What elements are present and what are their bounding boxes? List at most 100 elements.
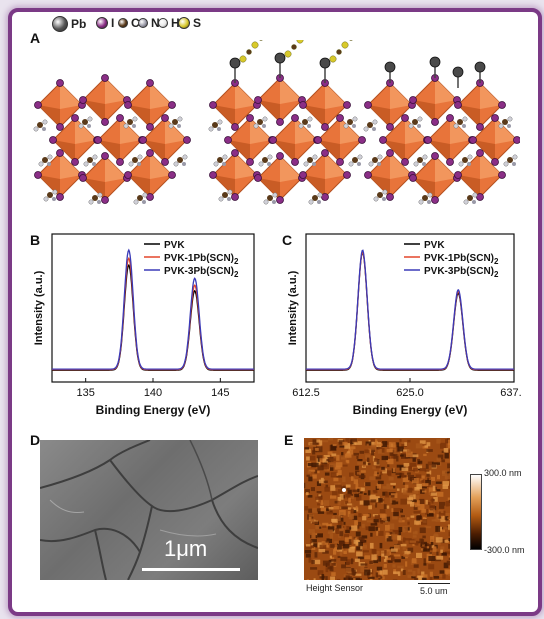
pbi6-octahedron — [224, 114, 276, 166]
ma-cation — [348, 154, 363, 167]
afm-scale-min: -300.0 nm — [484, 545, 525, 555]
pbi6-octahedron — [124, 149, 176, 201]
ma-cation — [413, 154, 428, 167]
legend-label: PVK-3Pb(SCN)2 — [424, 266, 499, 279]
ma-cation — [343, 116, 358, 129]
ma-cation — [263, 192, 278, 205]
afm-scale-bar-label: 5.0 um — [420, 586, 448, 596]
legend-label: N — [151, 16, 160, 30]
xps-chart-i: 612.5 625.0 637.5 Binding Energy (eV) Intens… — [287, 233, 522, 417]
afm-scale-max: 300.0 nm — [484, 468, 522, 478]
y-axis-label: Intensity (a.u.) — [33, 270, 45, 345]
scn-ligand — [229, 40, 263, 83]
x-axis-label: Binding Energy (eV) — [353, 403, 468, 417]
legend-label: H — [171, 16, 180, 30]
x-tick-label: 612.5 — [292, 387, 320, 399]
legend-label: I — [111, 16, 115, 30]
ma-cation — [368, 154, 383, 167]
pbi6-octahedron — [314, 114, 366, 166]
legend-swatch — [52, 16, 68, 32]
ma-cation — [88, 192, 103, 205]
x-tick-label: 145 — [211, 387, 229, 399]
panel-label-d: D — [30, 432, 41, 448]
sem-scale-bar — [142, 568, 240, 571]
panel-label-c: C — [282, 232, 293, 248]
legend-swatch — [96, 17, 108, 29]
legend-label: PVK — [424, 240, 445, 251]
x-axis-label: Binding Energy (eV) — [96, 403, 211, 417]
ma-cation — [303, 154, 318, 167]
y-axis-label: Intensity (a.u.) — [287, 270, 299, 345]
surface-pb — [429, 56, 441, 78]
crystal-structures — [33, 40, 520, 205]
pbi6-octahedron — [209, 79, 261, 131]
x-tick-label: 135 — [76, 387, 94, 399]
pbi6-octahedron — [364, 79, 416, 131]
surface-pb — [474, 61, 486, 83]
ma-cation — [213, 154, 228, 167]
afm-scale-bar — [418, 583, 450, 584]
ma-cation — [128, 154, 143, 167]
afm-channel-label: Height Sensor — [306, 583, 364, 593]
ma-cation — [498, 116, 513, 129]
afm-height-image — [304, 438, 450, 580]
legend-item-i: I — [96, 16, 114, 30]
panel-label-b: B — [30, 232, 41, 248]
ma-cation — [503, 154, 518, 167]
ma-cation — [253, 116, 268, 129]
pbi6-octahedron — [454, 79, 506, 131]
ma-cation — [373, 189, 388, 202]
ma-cation — [33, 119, 48, 132]
legend-label: PVK-1Pb(SCN)2 — [164, 253, 239, 266]
ma-cation — [453, 116, 468, 129]
panel-label-e: E — [284, 432, 294, 448]
legend-label: C — [131, 16, 140, 30]
ma-cation — [408, 116, 423, 129]
surface-pb — [384, 61, 396, 83]
ma-cation — [168, 116, 183, 129]
ma-cation — [363, 119, 378, 132]
ma-cation — [78, 116, 93, 129]
pbi6-octahedron — [34, 79, 86, 131]
ma-cation — [218, 189, 233, 202]
legend-swatch — [158, 18, 168, 28]
legend-label: PVK-1Pb(SCN)2 — [424, 253, 499, 266]
legend-item-s: S — [178, 16, 201, 30]
scn-ligand — [319, 40, 353, 83]
sem-scale-label: 1μm — [164, 536, 208, 561]
legend-item-n: N — [138, 16, 160, 30]
x-tick-label: 637.5 — [500, 387, 522, 399]
x-tick-label: 140 — [144, 387, 162, 399]
pbi6-octahedron — [254, 74, 306, 126]
ma-cation — [133, 192, 148, 205]
ma-cation — [463, 192, 478, 205]
legend-label: S — [193, 16, 202, 30]
surface-pb — [452, 66, 464, 88]
legend-item-c: C — [118, 16, 140, 30]
afm-colorbar — [470, 474, 482, 550]
ma-cation — [308, 192, 323, 205]
legend-label: Pb — [71, 17, 87, 31]
series-line — [306, 249, 514, 370]
legend-item-pb: Pb — [52, 16, 86, 32]
ma-cation — [38, 154, 53, 167]
legend-swatch — [178, 17, 190, 29]
ma-cation — [173, 154, 188, 167]
series-line — [52, 263, 254, 371]
legend-item-h: H — [158, 16, 180, 30]
ma-cation — [123, 116, 138, 129]
ma-cation — [208, 119, 223, 132]
scn-ligand — [274, 40, 304, 78]
pbi6-octahedron — [454, 149, 506, 201]
legend-label: PVK — [164, 240, 185, 251]
sem-image: 1μm — [40, 440, 258, 580]
legend-label: PVK-3Pb(SCN)2 — [164, 266, 239, 279]
series-line — [52, 248, 254, 370]
pbi6-octahedron — [79, 74, 131, 126]
legend-swatch — [118, 18, 128, 28]
ma-cation — [418, 192, 433, 205]
ma-cation — [83, 154, 98, 167]
pbi6-octahedron — [124, 79, 176, 131]
ma-cation — [43, 189, 58, 202]
